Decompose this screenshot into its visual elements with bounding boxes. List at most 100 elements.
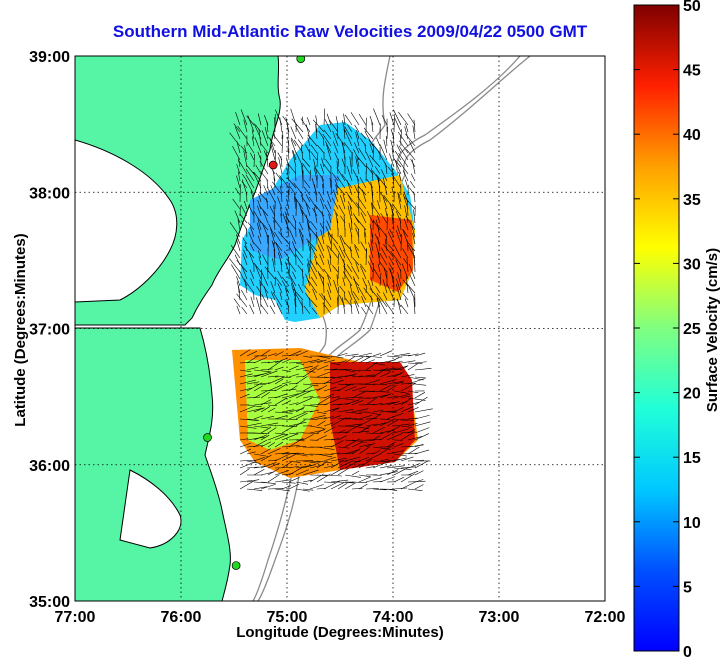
colorbar-tick-label: 30: [683, 256, 701, 273]
velocity-arrow: [278, 157, 283, 175]
velocity-arrow: [400, 456, 414, 462]
velocity-arrow: [366, 152, 374, 168]
velocity-arrow: [354, 142, 360, 154]
colorbar-label: Surface Velocity (cm/s): [704, 247, 721, 413]
velocity-arrow: [344, 369, 356, 373]
velocity-arrow: [306, 117, 311, 126]
velocity-arrow: [389, 229, 395, 238]
velocity-arrow: [351, 441, 364, 448]
velocity-arrow: [386, 355, 402, 358]
velocity-arrow: [259, 142, 269, 154]
velocity-arrow: [413, 209, 416, 224]
velocity-arrow: [414, 396, 428, 406]
velocity-arrow: [249, 269, 255, 280]
velocity-arrow: [259, 205, 269, 217]
velocity-arrow: [412, 125, 416, 140]
velocity-arrow: [326, 190, 332, 203]
velocity-arrow: [300, 145, 304, 161]
velocity-arrow: [379, 444, 395, 455]
velocity-arrow: [234, 126, 241, 140]
colorbar-tick-label: 15: [683, 450, 701, 467]
velocity-arrow: [236, 141, 241, 154]
velocity-arrow: [369, 288, 381, 301]
velocity-arrow: [274, 411, 293, 414]
velocity-arrow: [239, 468, 250, 476]
velocity-arrow: [407, 407, 419, 413]
velocity-arrow: [281, 369, 291, 372]
velocity-arrow: [390, 268, 395, 287]
velocity-arrow: [364, 143, 367, 154]
velocity-arrow: [351, 292, 360, 308]
velocity-arrow: [307, 134, 318, 147]
velocity-arrow: [370, 239, 374, 252]
velocity-arrow: [305, 203, 311, 217]
velocity-arrow: [385, 233, 388, 245]
velocity-arrow: [343, 249, 353, 266]
velocity-arrow: [287, 189, 290, 203]
velocity-arrow: [236, 164, 241, 175]
velocity-arrow: [379, 393, 392, 399]
velocity-arrow: [253, 425, 269, 429]
velocity-arrow: [316, 234, 325, 252]
velocity-arrow: [266, 197, 269, 210]
velocity-arrow: [302, 453, 313, 456]
velocity-arrow: [351, 386, 367, 392]
velocity-arrow: [403, 196, 416, 210]
velocity-arrow: [343, 142, 353, 154]
velocity-arrow: [275, 277, 283, 287]
velocity-arrow: [292, 150, 297, 161]
velocity-arrow: [295, 376, 308, 385]
velocity-arrow: [379, 272, 382, 287]
velocity-arrow: [383, 267, 388, 280]
velocity-arrow: [246, 164, 255, 175]
velocity-arrow: [239, 459, 256, 462]
velocity-arrow: [303, 186, 311, 196]
velocity-arrow: [253, 434, 267, 441]
velocity-arrow: [414, 479, 424, 483]
velocity-arrow: [293, 182, 304, 196]
velocity-arrow: [332, 265, 339, 273]
velocity-arrow: [260, 361, 270, 364]
velocity-arrow: [270, 144, 276, 161]
velocity-arrow: [294, 167, 297, 182]
velocity-arrow: [267, 448, 281, 455]
velocity-arrow: [374, 166, 381, 175]
velocity-arrow: [400, 452, 419, 455]
velocity-arrow: [386, 380, 405, 385]
velocity-arrow: [266, 152, 269, 168]
velocity-arrow: [381, 247, 388, 259]
velocity-arrow: [288, 391, 306, 399]
velocity-arrow: [344, 474, 361, 478]
velocity-arrow: [393, 133, 395, 147]
velocity-arrow: [396, 144, 402, 154]
velocity-arrow: [393, 457, 407, 462]
velocity-arrow: [289, 247, 297, 259]
velocity-arrow: [351, 418, 364, 421]
velocity-arrow: [281, 388, 297, 392]
velocity-arrow: [401, 263, 409, 280]
velocity-arrow: [406, 148, 416, 161]
station-markers: [203, 56, 306, 570]
velocity-arrow: [246, 418, 260, 421]
velocity-arrow: [339, 294, 346, 308]
velocity-arrow: [298, 221, 304, 231]
velocity-arrow: [405, 179, 409, 189]
velocity-arrow: [353, 243, 360, 252]
velocity-arrow: [260, 441, 272, 448]
velocity-arrow: [337, 383, 352, 392]
velocity-arrow: [342, 297, 346, 315]
velocity-arrow: [344, 373, 357, 378]
velocity-arrow: [333, 208, 339, 217]
velocity-arrow: [391, 214, 395, 231]
velocity-arrow: [281, 135, 284, 154]
y-tick-label: 38:00: [29, 185, 70, 202]
velocity-arrow: [309, 425, 325, 429]
velocity-arrow: [253, 415, 264, 420]
velocity-arrow: [365, 418, 378, 420]
velocity-arrow: [294, 298, 297, 315]
velocity-arrow: [358, 439, 375, 441]
velocity-arrow: [239, 442, 252, 448]
velocity-arrow: [362, 189, 367, 203]
velocity-arrow: [393, 477, 404, 483]
velocity-arrow: [256, 205, 262, 217]
